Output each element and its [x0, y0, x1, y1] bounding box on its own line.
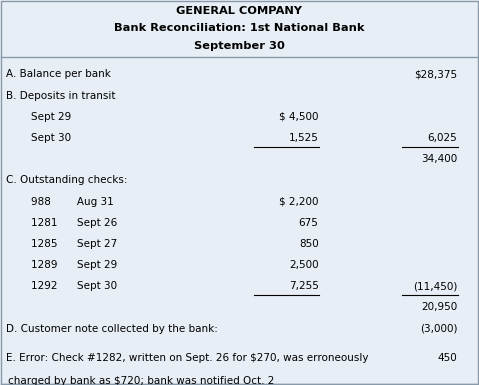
Text: D. Customer note collected by the bank:: D. Customer note collected by the bank:: [6, 324, 217, 333]
Text: $ 2,200: $ 2,200: [279, 197, 319, 206]
Text: Sept 30: Sept 30: [31, 133, 71, 143]
Text: 675: 675: [299, 218, 319, 228]
Text: E. Error: Check #1282, written on Sept. 26 for $270, was erroneously: E. Error: Check #1282, written on Sept. …: [6, 353, 368, 363]
Text: A. Balance per bank: A. Balance per bank: [6, 70, 111, 79]
Text: 450: 450: [438, 353, 457, 363]
Text: $ 4,500: $ 4,500: [279, 112, 319, 122]
Text: (3,000): (3,000): [420, 324, 457, 333]
Text: C. Outstanding checks:: C. Outstanding checks:: [6, 176, 127, 185]
Text: 1289      Sept 29: 1289 Sept 29: [31, 260, 117, 270]
Text: B. Deposits in transit: B. Deposits in transit: [6, 91, 115, 100]
Text: 6,025: 6,025: [428, 133, 457, 143]
Text: $28,375: $28,375: [414, 70, 457, 79]
Text: charged by bank as $720; bank was notified Oct. 2: charged by bank as $720; bank was notifi…: [8, 376, 274, 385]
Text: 2,500: 2,500: [289, 260, 319, 270]
Text: 7,255: 7,255: [289, 281, 319, 291]
Text: 1,525: 1,525: [289, 133, 319, 143]
Text: 988        Aug 31: 988 Aug 31: [31, 197, 114, 206]
Text: 1285      Sept 27: 1285 Sept 27: [31, 239, 117, 249]
Text: GENERAL COMPANY: GENERAL COMPANY: [176, 6, 303, 16]
Text: September 30: September 30: [194, 41, 285, 51]
Text: 850: 850: [299, 239, 319, 249]
Text: 1281      Sept 26: 1281 Sept 26: [31, 218, 117, 228]
Text: 20,950: 20,950: [421, 303, 457, 312]
Text: 1292      Sept 30: 1292 Sept 30: [31, 281, 117, 291]
Text: Bank Reconciliation: 1st National Bank: Bank Reconciliation: 1st National Bank: [114, 23, 365, 33]
Text: Sept 29: Sept 29: [31, 112, 71, 122]
Text: 34,400: 34,400: [421, 154, 457, 164]
Text: (11,450): (11,450): [413, 281, 457, 291]
